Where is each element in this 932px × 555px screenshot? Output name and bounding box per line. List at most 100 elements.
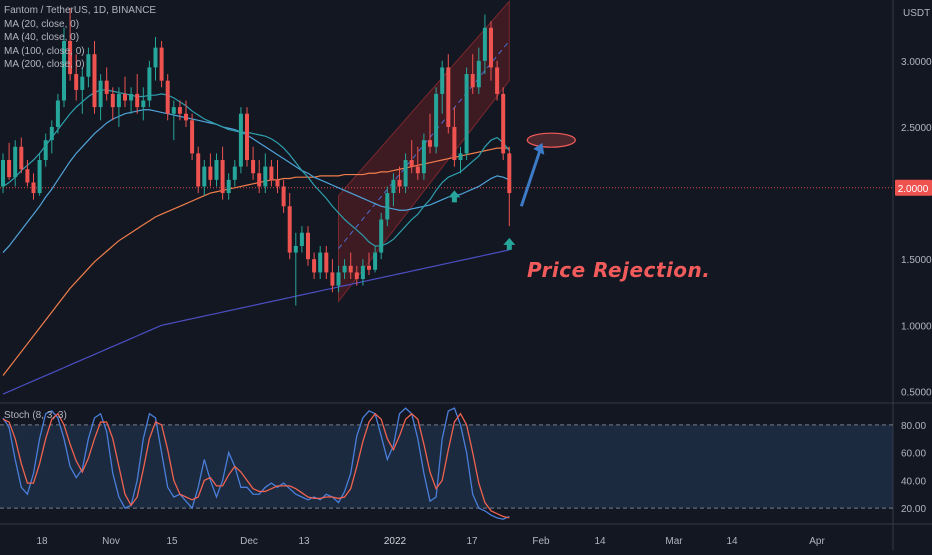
candle-body[interactable] <box>7 160 12 178</box>
candle-body[interactable] <box>226 179 231 194</box>
candle-body[interactable] <box>190 120 195 154</box>
candle-body[interactable] <box>25 169 30 183</box>
candle-body[interactable] <box>245 113 249 161</box>
ma-40-label[interactable]: MA (40, close, 0) <box>4 32 80 43</box>
stoch-d-line[interactable] <box>2 412 510 519</box>
candle-body[interactable] <box>43 140 48 161</box>
candle-body[interactable] <box>306 232 310 260</box>
candle-body[interactable] <box>373 252 378 270</box>
ma-100-label[interactable]: MA (100, close, 0) <box>4 45 85 57</box>
candle-body[interactable] <box>165 80 170 114</box>
candle-body[interactable] <box>293 245 298 253</box>
candle-body[interactable] <box>501 93 506 154</box>
candle-body[interactable] <box>37 160 42 194</box>
candle-body[interactable] <box>342 265 347 273</box>
candle-body[interactable] <box>281 186 286 207</box>
candle-body[interactable] <box>31 182 36 194</box>
candle-body[interactable] <box>507 153 512 194</box>
candle-body[interactable] <box>391 179 396 194</box>
candle-body[interactable] <box>421 140 426 174</box>
candle-body[interactable] <box>330 272 335 286</box>
candle-body[interactable] <box>336 272 341 286</box>
candle-body[interactable] <box>482 27 487 61</box>
ma-100-line[interactable] <box>2 147 510 376</box>
candle-body[interactable] <box>415 166 420 174</box>
candle-body[interactable] <box>153 47 158 68</box>
candle-body[interactable] <box>257 173 262 187</box>
candle-body[interactable] <box>74 74 79 90</box>
candle-body[interactable] <box>184 113 188 121</box>
candle-body[interactable] <box>312 259 317 273</box>
candle-body[interactable] <box>19 146 24 170</box>
candle-body[interactable] <box>232 166 237 180</box>
candle-body[interactable] <box>220 160 225 194</box>
candle-body[interactable] <box>55 100 60 127</box>
candle-body[interactable] <box>177 107 182 114</box>
candle-body[interactable] <box>446 67 451 127</box>
candle-body[interactable] <box>495 67 500 94</box>
ma-200-label[interactable]: MA (200, close, 0) <box>4 59 85 70</box>
candle-body[interactable] <box>348 265 353 273</box>
candle-body[interactable] <box>397 179 402 187</box>
candle-body[interactable] <box>318 252 323 273</box>
candle-body[interactable] <box>49 126 54 141</box>
candle-body[interactable] <box>263 166 268 187</box>
stoch-label[interactable]: Stoch (8, 3, 3) <box>4 410 67 421</box>
candle-body[interactable] <box>92 54 97 108</box>
candle-body[interactable] <box>287 206 292 253</box>
candle-body[interactable] <box>123 93 127 101</box>
candle-body[interactable] <box>440 67 445 94</box>
price-tick-label: 0.5000 <box>901 387 932 398</box>
candle-body[interactable] <box>251 160 256 174</box>
candle-body[interactable] <box>129 93 134 101</box>
candle-body[interactable] <box>324 252 329 273</box>
candle-body[interactable] <box>147 67 152 101</box>
symbol-title[interactable]: Fantom / TetherUS, 1D, BINANCE <box>4 5 157 16</box>
candle-body[interactable] <box>275 179 280 187</box>
candle-body[interactable] <box>269 166 274 180</box>
candle-body[interactable] <box>159 47 164 81</box>
candle-body[interactable] <box>1 160 5 187</box>
candle-body[interactable] <box>299 232 304 246</box>
candle-body[interactable] <box>458 153 463 161</box>
ma-20-line[interactable] <box>2 89 510 247</box>
candle-body[interactable] <box>141 100 146 108</box>
candle-body[interactable] <box>196 153 201 187</box>
candle-body[interactable] <box>409 160 414 167</box>
candle-body[interactable] <box>367 265 371 270</box>
candle-body[interactable] <box>98 80 103 108</box>
candle-body[interactable] <box>86 54 91 77</box>
candle-body[interactable] <box>360 265 365 280</box>
candle-body[interactable] <box>379 219 384 253</box>
candle-body[interactable] <box>470 74 475 88</box>
candle-body[interactable] <box>104 80 109 94</box>
candle-body[interactable] <box>208 166 213 180</box>
candle-body[interactable] <box>434 93 439 147</box>
candle-body[interactable] <box>171 107 176 114</box>
candle-body[interactable] <box>116 93 121 108</box>
candle-body[interactable] <box>80 76 85 90</box>
ma-200-line[interactable] <box>2 249 510 395</box>
candle-body[interactable] <box>238 113 243 167</box>
candle-body[interactable] <box>13 146 18 178</box>
candle-body[interactable] <box>476 60 481 88</box>
stoch-k-line[interactable] <box>2 407 510 520</box>
candle-body[interactable] <box>68 40 73 75</box>
candle-body[interactable] <box>428 140 432 147</box>
candle-body[interactable] <box>385 193 390 220</box>
candle-body[interactable] <box>354 272 359 280</box>
ma-20-label[interactable]: MA (20, close, 0) <box>4 18 80 30</box>
candle-body[interactable] <box>135 93 140 108</box>
target-ellipse[interactable] <box>526 132 576 148</box>
candle-body[interactable] <box>110 93 115 108</box>
candle-body[interactable] <box>403 160 408 187</box>
candle-body[interactable] <box>452 126 457 161</box>
candle-body[interactable] <box>202 166 207 187</box>
current-price-badge[interactable] <box>895 179 932 196</box>
candle-body[interactable] <box>62 40 66 101</box>
candle-body[interactable] <box>464 74 469 154</box>
candle-body[interactable] <box>489 27 493 68</box>
candle-body[interactable] <box>214 160 219 180</box>
